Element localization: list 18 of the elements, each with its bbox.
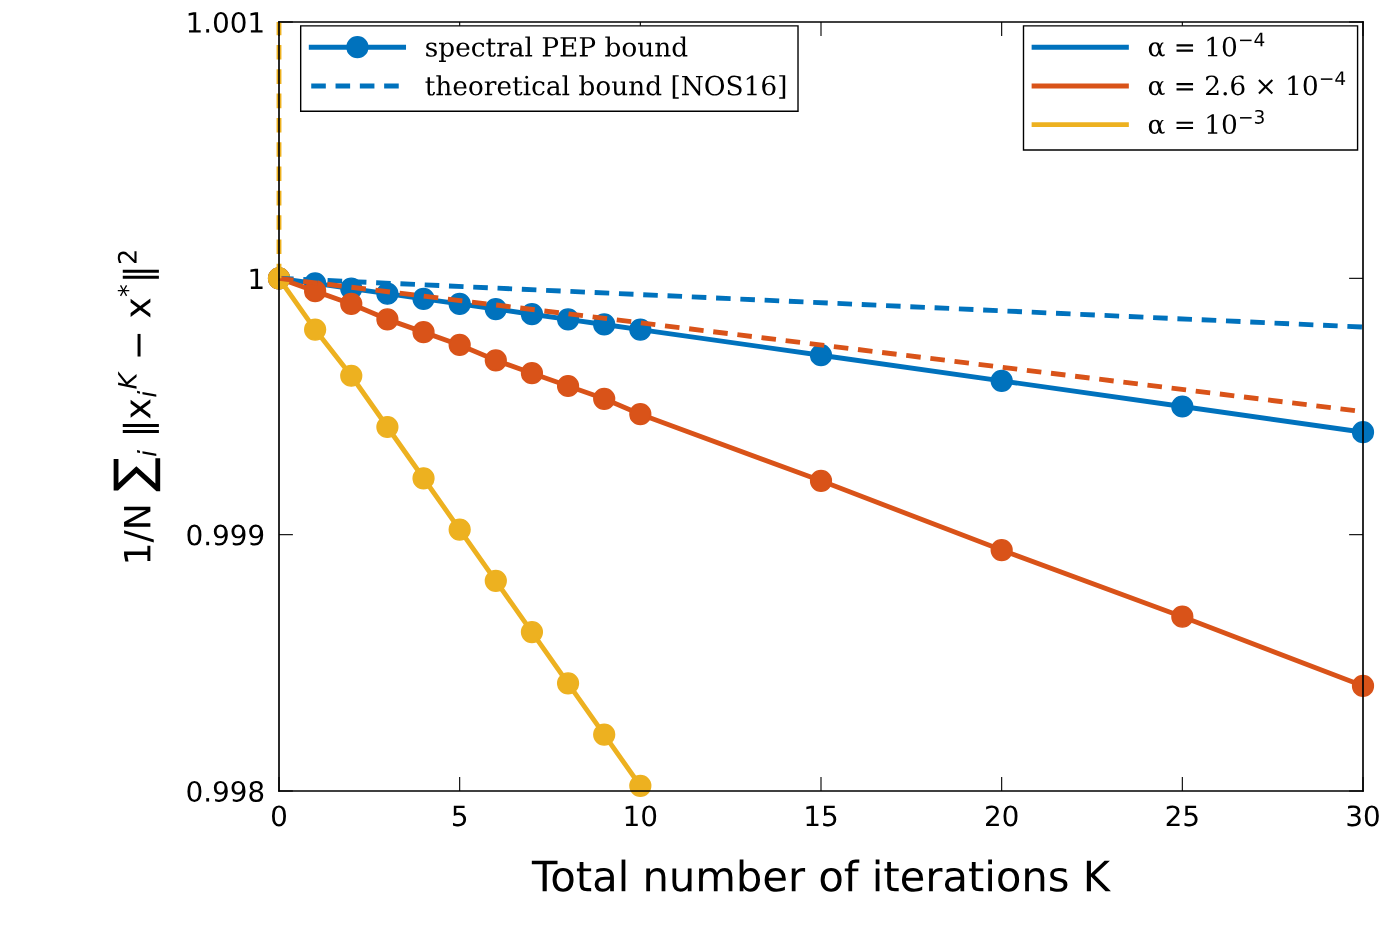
x-tick-label: 30: [1347, 805, 1379, 827]
y-tick-label: 1.001: [188, 11, 263, 33]
legend-label: spectral PEP bound: [426, 36, 688, 62]
text: 1/N ∑$_{i}$ ‖x$_{i}$$^{K}$ − x$^{*}$‖$^{2}$: [113, 251, 161, 562]
y-tick-label: 1: [250, 268, 263, 289]
y-tick-label: 0.998: [187, 780, 264, 802]
x-tick-label: 20: [986, 805, 1018, 827]
legend-label: α = 2.6 × 10$^{−4}$: [1148, 71, 1346, 96]
x-tick-label: 0: [271, 805, 286, 827]
legend-label: theoretical bound [NOS16]: [425, 75, 786, 99]
legend-label: α = 10$^{−4}$: [1148, 32, 1265, 57]
x-tick-label: 5: [452, 805, 467, 827]
x-axis-title: Total number of iterations K: [531, 859, 1111, 892]
x-tick-label: 15: [806, 805, 837, 827]
x-tick-label: 10: [625, 805, 657, 827]
legend-label: α = 10$^{−3}$: [1148, 109, 1264, 135]
y-tick-label: 0.999: [187, 524, 264, 546]
x-tick-label: 25: [1166, 805, 1198, 827]
